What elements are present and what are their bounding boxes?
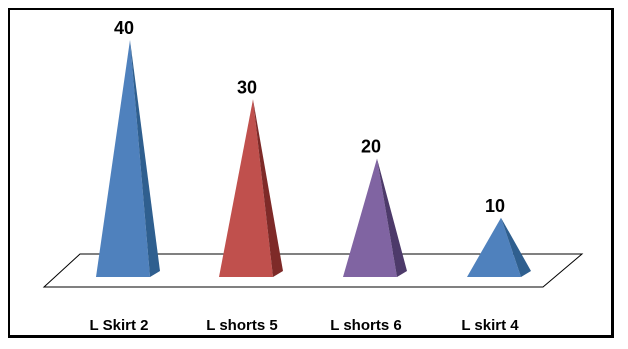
category-label-4: L skirt 4	[461, 317, 519, 334]
chart-floor	[42, 253, 584, 288]
data-label-2: 30	[237, 77, 257, 97]
pyramid-side-4	[501, 217, 531, 277]
pyramid-bar-4	[467, 217, 521, 277]
category-label-2: L shorts 5	[206, 317, 277, 334]
data-labels-layer: 40 30 20 10	[114, 18, 505, 216]
data-label-4: 10	[485, 196, 505, 216]
category-label-3: L shorts 6	[330, 317, 401, 334]
pyramid-side-2	[253, 99, 283, 277]
pyramid-bar-3	[343, 158, 397, 277]
data-label-3: 20	[361, 137, 381, 157]
category-label-1: L Skirt 2	[90, 317, 149, 334]
tick-labels-layer: L Skirt 2 L shorts 5 L shorts 6 L skirt 4	[90, 317, 520, 334]
pyramid-side-1	[130, 40, 160, 277]
pyramid-bar-1	[96, 40, 150, 277]
data-label-1: 40	[114, 18, 134, 38]
pyramid-bar-2	[219, 99, 273, 277]
pyramid-side-3	[377, 158, 407, 277]
bars-layer	[96, 40, 531, 277]
